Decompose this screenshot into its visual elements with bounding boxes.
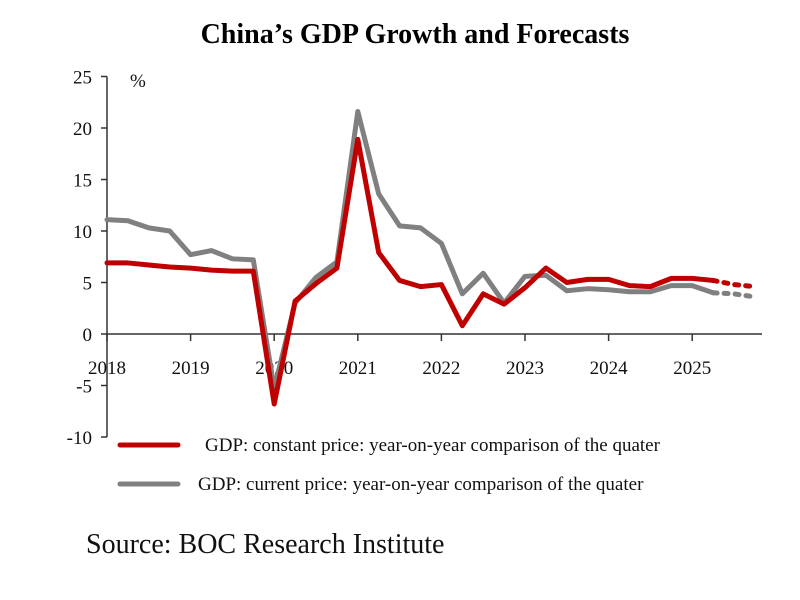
chart-title: China’s GDP Growth and Forecasts [201,19,630,50]
x-tick-label: 2025 [673,358,711,379]
series-line [104,136,716,407]
source-note: Source: BOC Research Institute [86,529,444,560]
y-tick-label: 25 [73,68,92,89]
legend-label: GDP: constant price: year-on-year compar… [205,435,661,456]
y-axis-unit: % [130,71,146,92]
y-tick-label: 0 [83,325,93,346]
legend-label: GDP: current price: year-on-year compari… [198,474,644,495]
y-tick-label: 15 [73,171,92,192]
x-tick-label: 2022 [422,358,460,379]
forecast-line [710,290,758,300]
y-tick-label: -5 [76,377,92,398]
x-tick-label: 2018 [88,358,126,379]
y-tick-label: -10 [67,428,92,449]
x-tick-label: 2024 [590,358,629,379]
y-tick-label: 10 [73,222,92,243]
x-tick-label: 2021 [339,358,377,379]
y-tick-label: 20 [73,119,92,140]
forecast-line [710,277,758,290]
x-tick-label: 2019 [172,358,210,379]
x-tick-label: 2023 [506,358,544,379]
series-line [104,109,716,392]
y-tick-label: 5 [83,274,93,295]
